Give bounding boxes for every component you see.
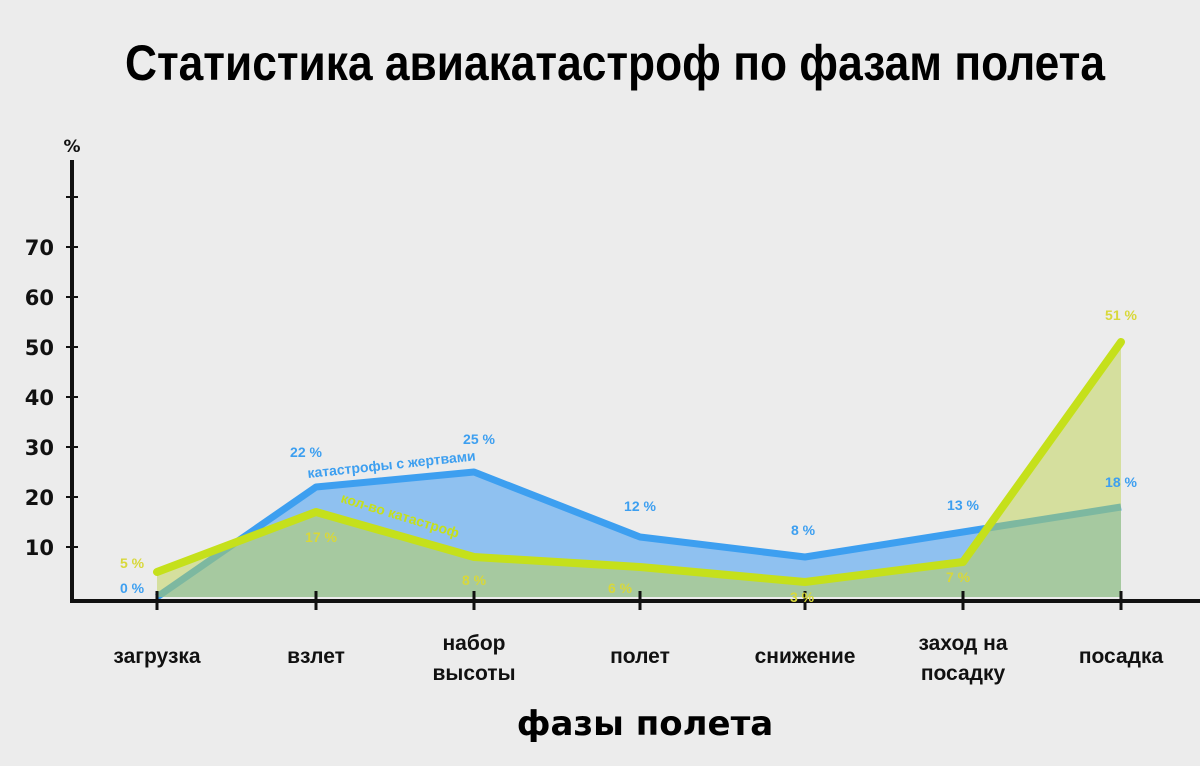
data-label: 12 %	[624, 498, 656, 514]
plot-area: 10 20 30 40 50 60 70 загрузка взлет набор высоты по…	[25, 160, 1200, 685]
data-label: 17 %	[305, 529, 337, 545]
x-tick-label: заход на	[918, 632, 1007, 655]
data-label: 7 %	[946, 569, 971, 585]
data-label: 8 %	[462, 572, 487, 588]
x-tick-label: взлет	[287, 645, 345, 668]
data-label: 51 %	[1105, 307, 1137, 323]
y-tick-label: 10	[25, 536, 54, 560]
x-axis-label: фазы полета	[517, 704, 773, 744]
y-tick-label: 70	[25, 236, 54, 260]
x-tick-label: посадка	[1079, 645, 1164, 668]
data-label: 6 %	[608, 580, 633, 596]
data-label: 0 %	[120, 580, 145, 596]
y-tick-label: 30	[25, 436, 54, 460]
y-tick-label: 50	[25, 336, 54, 360]
series-area-1	[157, 342, 1121, 597]
x-tick-label: набор	[443, 632, 506, 655]
chart-title: Статистика авиакатастроф по фазам полета	[125, 35, 1106, 91]
x-tick-label: снижение	[755, 645, 856, 668]
x-tick-label: загрузка	[113, 645, 200, 668]
data-label: 5 %	[120, 555, 145, 571]
y-tick-label: 60	[25, 286, 54, 310]
series-line-0	[155, 468, 1122, 600]
y-tick-label: 40	[25, 386, 54, 410]
x-tick-label: высоты	[432, 662, 515, 685]
y-tick-label: 20	[25, 486, 54, 510]
data-label: 25 %	[463, 431, 495, 447]
data-label: 8 %	[791, 522, 816, 538]
data-label: 18 %	[1105, 474, 1137, 490]
y-axis-label: %	[63, 137, 80, 157]
x-tick-label: посадку	[921, 662, 1006, 685]
series-line-1	[153, 338, 1125, 586]
data-label: 13 %	[947, 497, 979, 513]
x-tick-label: полет	[610, 645, 670, 668]
data-label: 22 %	[290, 444, 322, 460]
data-label: 3 %	[790, 589, 815, 605]
